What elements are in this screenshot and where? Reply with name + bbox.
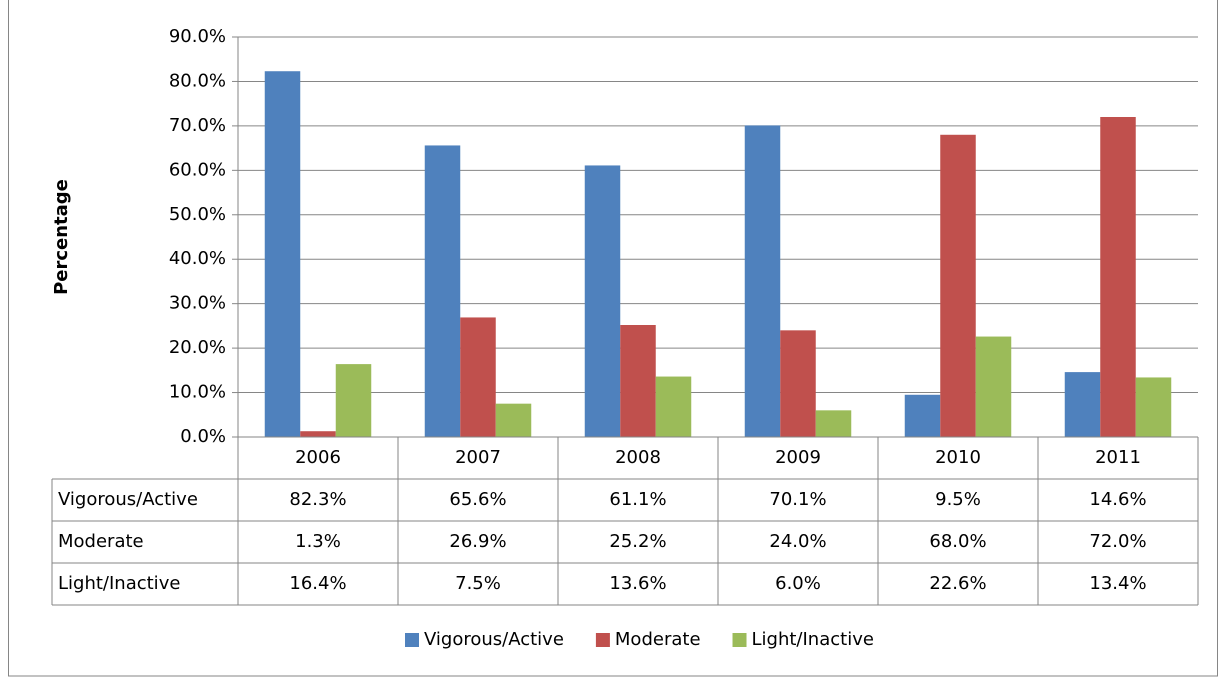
y-tick-label: 30.0% <box>169 293 226 314</box>
bar <box>264 71 301 437</box>
table-cell: 72.0% <box>1089 531 1146 552</box>
bar <box>815 410 852 437</box>
table-cell: 1.3% <box>295 531 341 552</box>
table-cell: 25.2% <box>609 531 666 552</box>
bar <box>584 165 621 437</box>
bar <box>1100 117 1136 437</box>
x-tick-label: 2011 <box>1095 447 1141 468</box>
table-cell: 68.0% <box>929 531 986 552</box>
bar <box>904 394 941 437</box>
bar <box>620 325 656 437</box>
table-cell: 24.0% <box>769 531 826 552</box>
y-axis-label: Percentage <box>51 179 72 295</box>
legend-marker <box>595 633 610 647</box>
legend-marker <box>732 633 747 647</box>
bar <box>460 317 496 437</box>
table-cell: 70.1% <box>769 489 826 510</box>
bar <box>1135 377 1172 437</box>
table-cell: 9.5% <box>935 489 981 510</box>
x-tick-label: 2010 <box>935 447 981 468</box>
bar <box>975 336 1012 437</box>
legend-label: Moderate <box>615 629 701 650</box>
y-tick-label: 60.0% <box>169 159 226 180</box>
x-tick-label: 2008 <box>615 447 661 468</box>
bar <box>744 125 781 437</box>
y-tick-label: 0.0% <box>180 426 226 447</box>
bar <box>495 403 532 437</box>
bar <box>424 145 461 437</box>
y-tick-label: 50.0% <box>169 204 226 225</box>
legend-label: Vigorous/Active <box>424 629 564 650</box>
x-tick-label: 2007 <box>455 447 501 468</box>
bar <box>300 431 336 437</box>
table-cell: 6.0% <box>775 573 821 594</box>
bar <box>655 376 692 437</box>
x-tick-label: 2009 <box>775 447 821 468</box>
y-tick-label: 40.0% <box>169 248 226 269</box>
table-row-header: Moderate <box>58 531 144 552</box>
table-row-header: Light/Inactive <box>58 573 180 594</box>
table-cell: 13.6% <box>609 573 666 594</box>
y-tick-label: 90.0% <box>169 26 226 47</box>
table-cell: 14.6% <box>1089 489 1146 510</box>
table-cell: 16.4% <box>289 573 346 594</box>
table-cell: 26.9% <box>449 531 506 552</box>
bar <box>780 330 816 437</box>
table-cell: 82.3% <box>289 489 346 510</box>
legend-label: Light/Inactive <box>752 629 874 650</box>
x-tick-label: 2006 <box>295 447 341 468</box>
table-cell: 22.6% <box>929 573 986 594</box>
table-cell: 65.6% <box>449 489 506 510</box>
legend-marker <box>405 633 419 647</box>
table-cell: 13.4% <box>1089 573 1146 594</box>
table-row-header: Vigorous/Active <box>58 489 198 510</box>
y-tick-label: 10.0% <box>169 382 226 403</box>
bar <box>335 364 372 437</box>
table-cell: 7.5% <box>455 573 501 594</box>
y-tick-label: 20.0% <box>169 337 226 358</box>
bar <box>1064 372 1101 437</box>
y-tick-label: 70.0% <box>169 115 226 136</box>
table-cell: 61.1% <box>609 489 666 510</box>
bar <box>940 134 976 437</box>
y-tick-label: 80.0% <box>169 70 226 91</box>
